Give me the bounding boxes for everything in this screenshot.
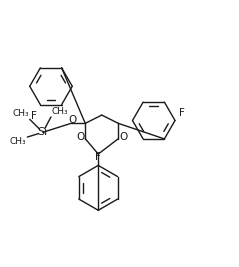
Text: CH₃: CH₃ — [10, 138, 26, 146]
Text: O: O — [76, 132, 84, 142]
Text: Si: Si — [38, 127, 48, 137]
Text: F: F — [31, 111, 37, 121]
Text: CH₃: CH₃ — [12, 109, 29, 119]
Text: F: F — [95, 152, 101, 162]
Text: O: O — [69, 115, 77, 125]
Text: CH₃: CH₃ — [52, 107, 68, 116]
Text: O: O — [120, 132, 128, 142]
Text: F: F — [179, 108, 185, 118]
